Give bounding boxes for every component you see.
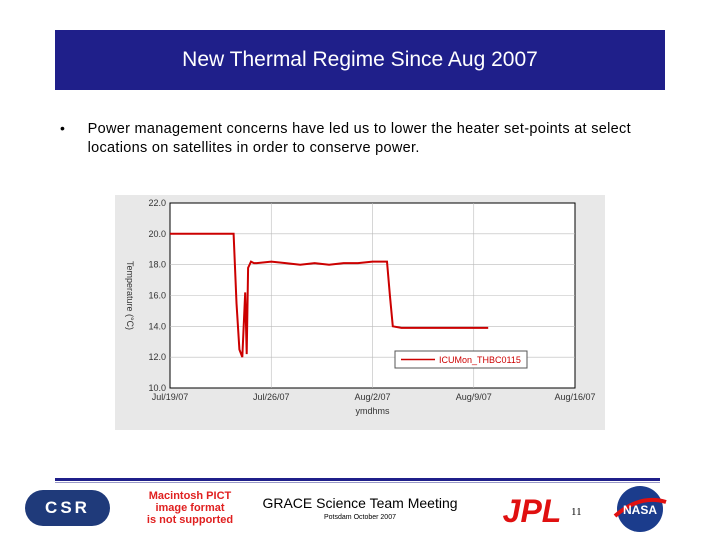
pict-line-1: Macintosh PICT: [148, 490, 232, 502]
legend-box: [394, 350, 528, 369]
nasa-logo: NASA: [613, 486, 667, 532]
slide-title: New Thermal Regime Since Aug 2007: [182, 48, 538, 71]
pict-line-2: image format: [155, 502, 225, 514]
meeting-title: GRACE Science Team Meeting: [262, 495, 458, 511]
temperature-chart: 10.0 12.0 14.0 16.0 18.0 20.0 22.0 Jul/19/07 Jul…: [115, 195, 605, 430]
jpl-logo-text: JPL: [503, 495, 562, 525]
bullet-item: • Power management concerns have led us …: [60, 120, 660, 158]
slide-number: 11: [571, 506, 582, 518]
bullet-text: Power management concerns have led us to…: [87, 121, 631, 156]
pict-line-3: is not supported: [146, 514, 234, 526]
series-line: [170, 232, 489, 358]
y-axis-label: Temperature (°C): [125, 261, 135, 330]
nasa-logo-text: NASA: [623, 503, 657, 517]
y-tick-label: 12.0: [148, 352, 166, 362]
csr-logo-text: CSR: [45, 498, 90, 517]
y-tick-label: 20.0: [148, 229, 166, 239]
y-tick-label: 10.0: [148, 383, 166, 393]
legend-label: ICUMon_THBC0115: [439, 355, 521, 365]
meeting-subtitle: Potsdam October 2007: [324, 514, 396, 521]
jpl-logo: JPL: [503, 495, 562, 525]
chart-svg: 10.0 12.0 14.0 16.0 18.0 20.0 22.0 Jul/19/07 Jul…: [125, 198, 596, 416]
title-bar: New Thermal Regime Since Aug 2007: [55, 30, 665, 90]
y-tick-label: 22.0: [148, 198, 166, 208]
footer-divider: [55, 478, 660, 481]
y-tick-label: 18.0: [148, 260, 166, 270]
x-tick-label: Jul/19/07: [152, 392, 189, 402]
pict-placeholder: Macintosh PICT image format is not suppo…: [120, 490, 260, 528]
bullet-marker: •: [60, 120, 65, 136]
y-tick-label: 14.0: [148, 321, 166, 331]
csr-logo: CSR: [25, 490, 110, 526]
x-tick-label: Jul/26/07: [253, 392, 290, 402]
x-tick-label: Aug/9/07: [456, 392, 492, 402]
x-tick-label: Aug/2/07: [354, 392, 390, 402]
x-axis-label: ymdhms: [355, 406, 390, 416]
footer-divider-thin: [55, 482, 660, 483]
y-tick-label: 16.0: [148, 291, 166, 301]
x-tick-label: Aug/16/07: [554, 392, 595, 402]
